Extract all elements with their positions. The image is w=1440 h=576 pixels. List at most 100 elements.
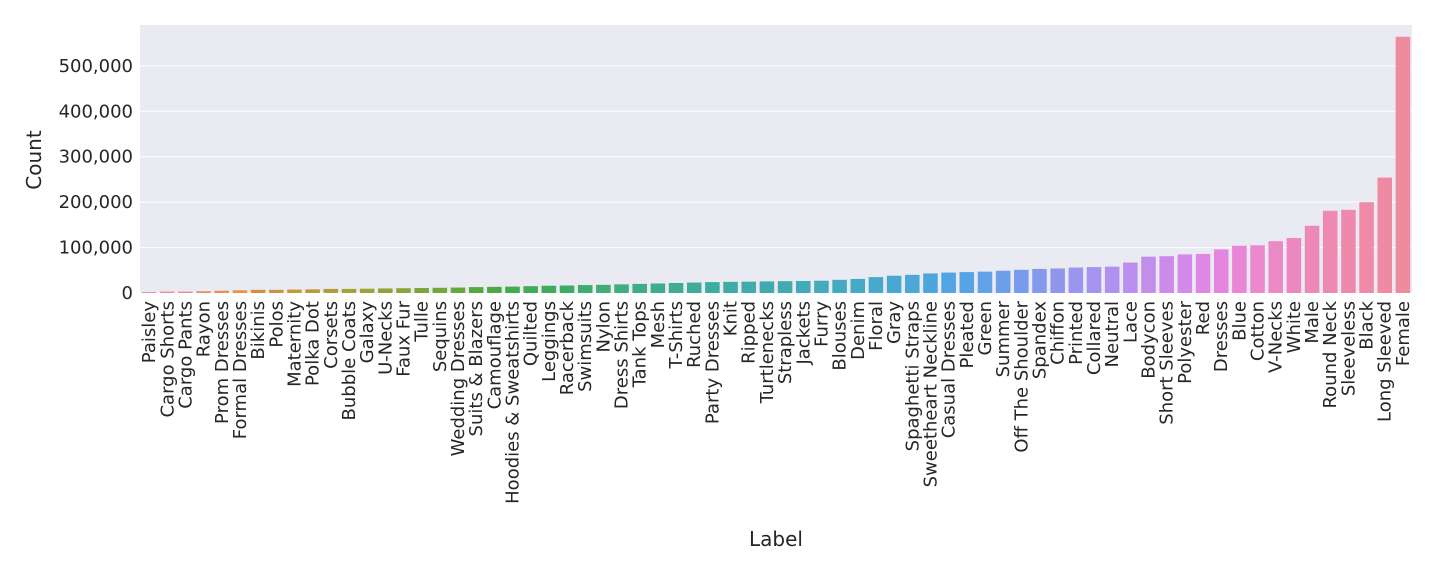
bar [832, 279, 847, 293]
bar [1032, 268, 1047, 293]
bar [1104, 266, 1120, 293]
x-tick-label: Polka Dot [303, 301, 324, 386]
x-tick-label: Nylon [593, 301, 614, 353]
x-tick-label: Polos [266, 301, 287, 348]
bar [1141, 256, 1156, 293]
bar [450, 287, 466, 293]
x-tick-label: Cargo Shorts [157, 301, 178, 418]
x-tick-label: Cargo Pants [175, 301, 196, 409]
x-axis-title: Label [749, 527, 803, 551]
x-tick-label: Blue [1229, 301, 1250, 341]
x-tick-label: Spaghetti Straps [902, 301, 923, 451]
x-tick-label: Floral [866, 301, 887, 351]
bar [632, 283, 647, 293]
x-tick-label: Quilted [521, 301, 542, 366]
bar [196, 291, 211, 293]
bar [1341, 209, 1356, 293]
x-tick-label: Collared [1084, 301, 1105, 375]
bar [1014, 269, 1029, 293]
bar [1123, 262, 1138, 293]
bar [995, 270, 1011, 293]
x-tick-label: Strapless [775, 301, 796, 384]
bar [577, 285, 593, 293]
x-tick-label: Gray [884, 301, 905, 344]
x-tick-label: Galaxy [357, 301, 378, 364]
bar [650, 283, 666, 293]
bar [214, 290, 230, 293]
bar [941, 272, 956, 293]
bar [1068, 267, 1084, 293]
x-tick-label: Hoodies & Sweatshirts [503, 301, 524, 504]
x-tick-label: Jackets [793, 301, 814, 366]
x-tick-label: Male [1302, 301, 1323, 344]
x-tick-label: Leggings [539, 301, 560, 382]
bar [905, 274, 920, 293]
bar [1322, 210, 1338, 293]
bar [868, 277, 884, 293]
x-tick-label: Suits & Blazers [466, 301, 487, 436]
y-tick-label: 100,000 [59, 238, 133, 259]
x-tick-label: Paisley [139, 301, 160, 364]
x-tick-label: Lace [1120, 301, 1141, 343]
x-tick-label: Bubble Coats [339, 301, 360, 420]
y-axis-title: Count [22, 130, 46, 190]
x-tick-label: Dresses [1211, 301, 1232, 372]
x-tick-label: Round Neck [1320, 300, 1341, 408]
bar [814, 280, 829, 293]
x-tick-label: Neutral [1102, 301, 1123, 367]
bar [596, 284, 611, 293]
x-tick-label: Bikinis [248, 301, 269, 360]
bars [141, 36, 1411, 293]
x-tick-label: Off The Shoulder [1011, 300, 1032, 452]
bar [1286, 238, 1302, 293]
bar [1213, 249, 1229, 293]
x-tick-label: White [1284, 301, 1305, 353]
bar [141, 292, 157, 293]
bar [1195, 253, 1211, 293]
x-tick-label: Rayon [194, 301, 215, 357]
x-tick-label: Printed [1066, 301, 1087, 365]
x-tick-label: Female [1393, 301, 1414, 366]
x-tick-label: Red [1193, 301, 1214, 335]
bar [923, 273, 938, 293]
bar [359, 288, 375, 293]
x-tick-label: Ruched [684, 301, 705, 368]
bar [341, 288, 357, 293]
y-tick-label: 300,000 [59, 147, 133, 168]
x-tick-label: Tulle [412, 301, 433, 343]
x-tick-label: Cotton [1248, 301, 1269, 361]
bar [850, 278, 866, 293]
bar [777, 281, 793, 293]
x-tick-label: Maternity [284, 301, 305, 387]
x-tick-label: Mesh [648, 301, 669, 348]
x-tick-label: T-Shirts [666, 301, 687, 370]
bar [305, 289, 320, 293]
x-tick-label: Polyester [1175, 300, 1196, 383]
bar [1395, 36, 1411, 293]
x-tick-label: Knit [721, 301, 742, 336]
x-tick-label: Short Sleeves [1157, 301, 1178, 425]
x-tick-label: Green [975, 301, 996, 356]
bar [741, 281, 757, 293]
bar [541, 285, 557, 293]
bar [269, 289, 284, 293]
bar [1250, 245, 1265, 293]
bar [705, 282, 720, 293]
y-tick-label: 400,000 [59, 101, 133, 122]
x-tick-label: Pleated [957, 301, 978, 369]
x-tick-label: Wedding Dresses [448, 301, 469, 456]
bar [668, 283, 684, 293]
x-tick-label: Dress Shirts [612, 301, 633, 409]
bar [723, 281, 738, 293]
bar [232, 290, 248, 293]
x-tick-label: Long Sleeved [1375, 301, 1396, 422]
bar [1050, 268, 1065, 293]
x-tick-label: Tank Tops [630, 301, 651, 388]
x-tick-label: Furry [811, 301, 832, 347]
bar [178, 291, 193, 293]
bar [1159, 256, 1174, 293]
bar [323, 288, 339, 293]
bar [1268, 241, 1283, 293]
